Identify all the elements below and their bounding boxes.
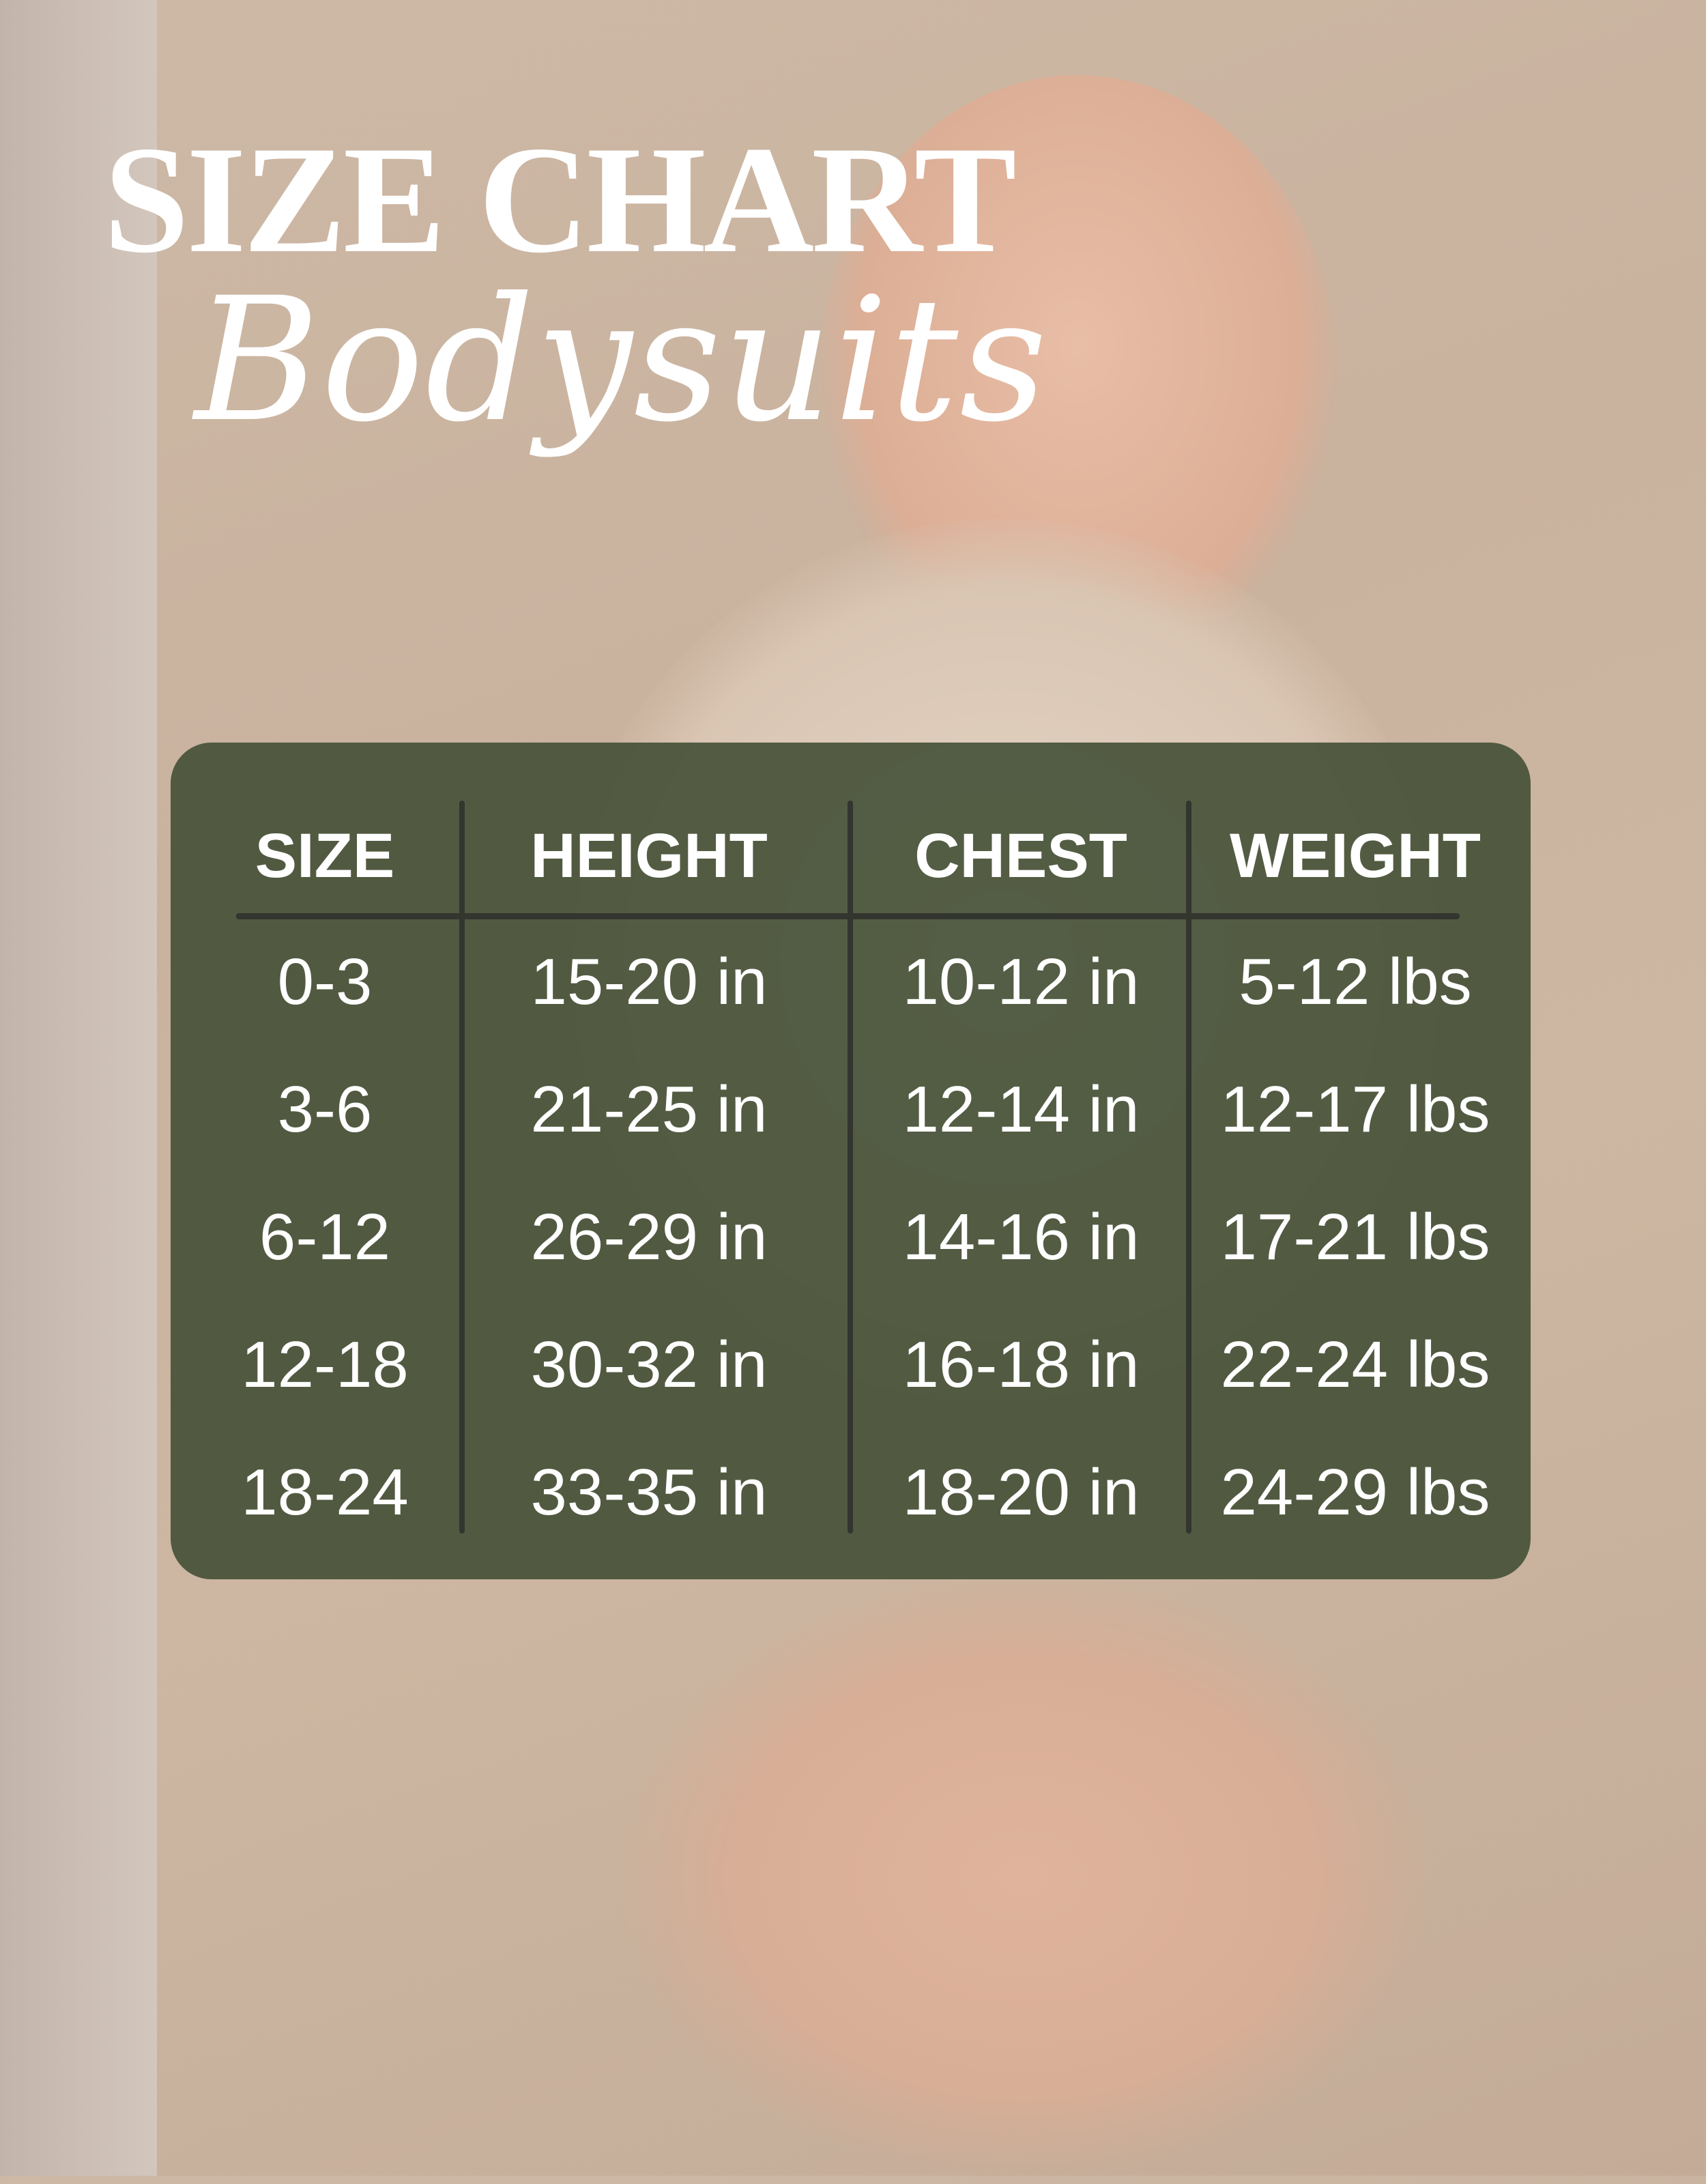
cell-size: 18-24 <box>241 1456 409 1529</box>
header-divider <box>236 913 1460 919</box>
cell-chest: 10-12 in <box>902 945 1140 1018</box>
cell-size: 3-6 <box>277 1073 373 1146</box>
cell-height: 33-35 in <box>530 1456 768 1529</box>
cell-weight: 12-17 lbs <box>1220 1073 1490 1146</box>
column-divider <box>848 801 853 1534</box>
cell-height: 21-25 in <box>530 1073 768 1146</box>
column-divider <box>459 801 465 1534</box>
cell-chest: 18-20 in <box>902 1456 1140 1529</box>
header-height: HEIGHT <box>530 821 768 891</box>
cell-weight: 24-29 lbs <box>1220 1456 1490 1529</box>
header-weight: WEIGHT <box>1230 821 1481 891</box>
cell-chest: 14-16 in <box>902 1201 1140 1274</box>
column-divider <box>1186 801 1191 1534</box>
cell-height: 30-32 in <box>530 1328 768 1401</box>
cell-size: 12-18 <box>241 1328 409 1401</box>
cell-weight: 22-24 lbs <box>1220 1328 1490 1401</box>
background-baby-legs <box>614 1570 1433 2184</box>
cell-size: 0-3 <box>277 945 373 1018</box>
header-chest: CHEST <box>914 821 1127 891</box>
cell-weight: 17-21 lbs <box>1220 1201 1490 1274</box>
cell-size: 6-12 <box>259 1201 391 1274</box>
cell-weight: 5-12 lbs <box>1239 945 1472 1018</box>
cell-height: 15-20 in <box>530 945 768 1018</box>
cell-chest: 16-18 in <box>902 1328 1140 1401</box>
cell-chest: 12-14 in <box>902 1073 1140 1146</box>
page-subtitle: Bodysuits <box>194 261 1049 459</box>
background-crib-bumper <box>0 0 157 2176</box>
header-size: SIZE <box>255 821 395 891</box>
page-title: SIZE CHART <box>104 114 1017 285</box>
cell-height: 26-29 in <box>530 1201 768 1274</box>
